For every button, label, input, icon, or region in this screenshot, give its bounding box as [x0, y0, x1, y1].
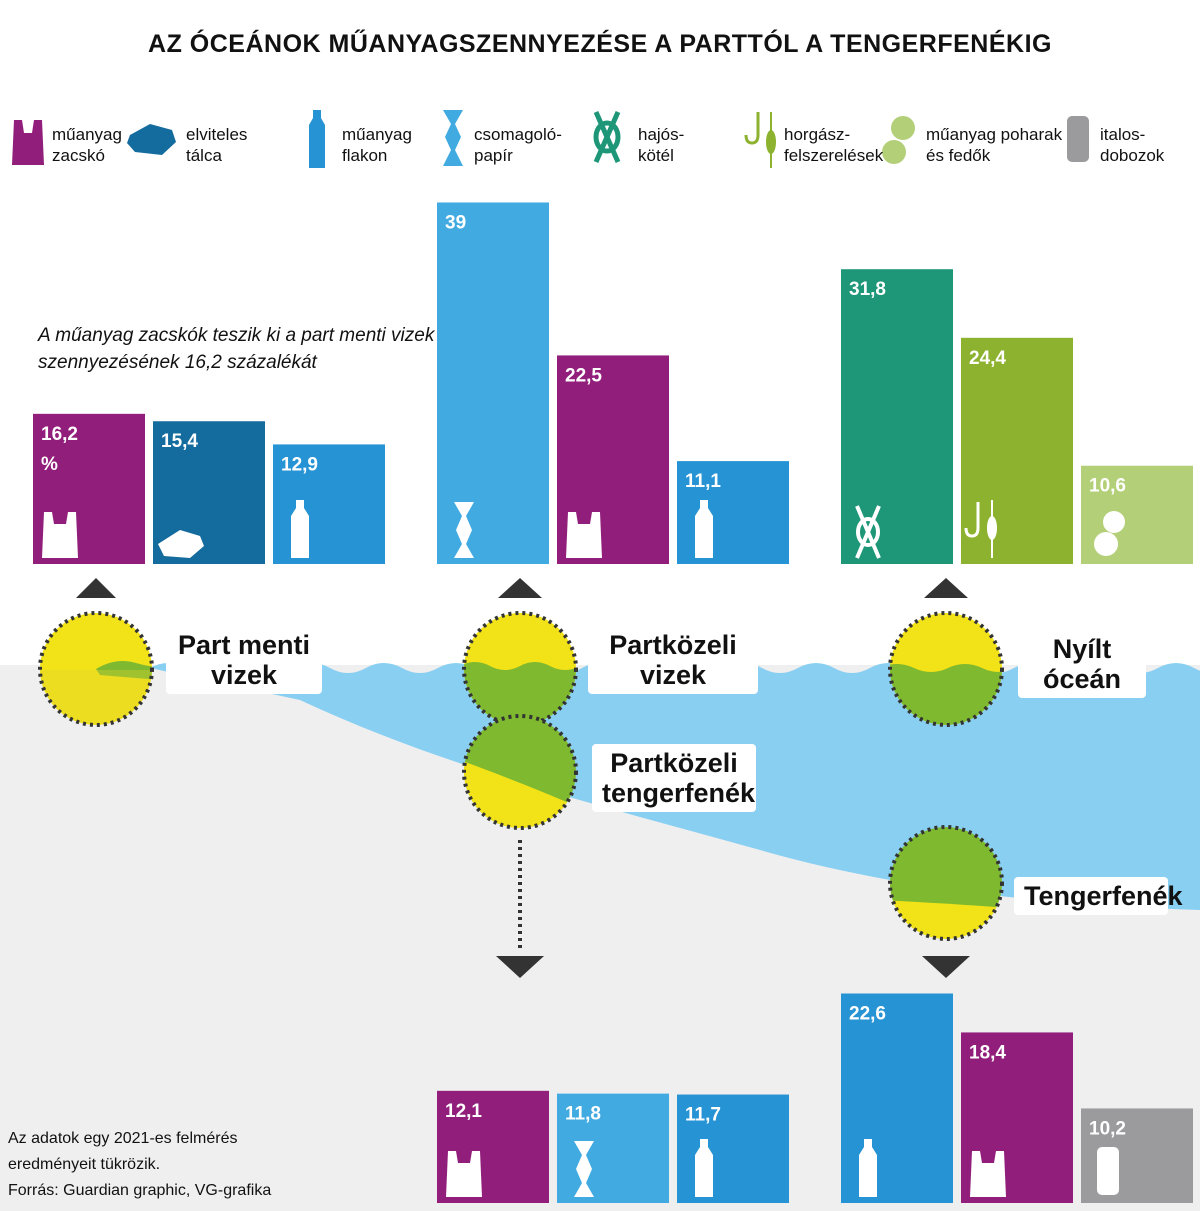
bar-icon-bottle	[695, 500, 713, 558]
bar-4-0	[841, 993, 953, 1203]
arrow-down-1	[496, 956, 544, 978]
zone-label-tengerfenek: Tengerfenék	[1014, 877, 1183, 915]
bar-value-label-3-0: 12,1	[445, 1101, 482, 1122]
bar-icon-bag	[970, 1151, 1006, 1197]
arrow-up-1	[76, 578, 116, 598]
bar-value-label-2-2: 10,6	[1089, 476, 1126, 497]
bar-value-label-0-2: 12,9	[281, 454, 318, 475]
bar-icon-knot	[855, 505, 881, 559]
bar-2-1	[961, 337, 1073, 564]
fishing-hook-icon	[744, 112, 776, 168]
bar-value-label-2-1: 24,4	[969, 348, 1006, 369]
can-icon	[1067, 116, 1089, 162]
bar-value-label-1-2: 11,1	[685, 471, 721, 492]
bar-2-0	[841, 269, 953, 564]
bar-icon-bag	[446, 1151, 482, 1197]
legend-label-doboz: italos-dobozok	[1100, 125, 1165, 165]
bar-icon-cups	[1094, 511, 1125, 556]
legend-label-talca: elviteles tálca	[186, 125, 248, 165]
bar-icon-can	[1097, 1147, 1119, 1195]
bar-icon-bag	[42, 512, 78, 558]
legend-label-horgasz: horgász-felszerelések	[784, 125, 884, 165]
bar-icon-bottle	[859, 1139, 877, 1197]
bar-unit-label: %	[41, 454, 58, 475]
legend-label-pohar: műanyag poharak és fedők	[926, 125, 1063, 165]
arrow-up-3	[924, 578, 968, 598]
zone-label-nyilt: Nyílt óceán	[1018, 630, 1146, 698]
zone-label-partkozeli: Partközeli vizek	[588, 626, 758, 694]
bar-icon-bottle	[291, 500, 309, 558]
bar-value-label-0-0: 16,2	[41, 424, 78, 445]
bar-icon-wrapper	[454, 502, 474, 558]
bar-icon-tray	[158, 530, 204, 558]
legend-label-flakon: műanyag flakon	[342, 125, 412, 165]
bar-value-label-4-0: 22,6	[849, 1003, 886, 1024]
legend-label-zacsko: műanyag zacskó	[52, 125, 122, 165]
lens-partkozeli	[462, 611, 578, 727]
bar-3-1	[557, 1093, 669, 1203]
cups-lids-icon	[882, 116, 915, 164]
bar-1-0	[437, 202, 549, 564]
bar-value-label-4-1: 18,4	[969, 1042, 1006, 1063]
bar-value-label-0-1: 15,4	[161, 431, 198, 452]
footer-note: Az adatok egy 2021-es felmérés eredménye…	[8, 1130, 272, 1199]
legend-label-kotel: hajós-kötél	[638, 125, 685, 165]
annotation-note: A műanyag zacskók teszik ki a part menti…	[38, 325, 435, 373]
wrapper-icon	[443, 110, 463, 166]
legend-icons	[12, 110, 1089, 168]
page-title: AZ ÓCEÁNOK MŰANYAGSZENNYEZÉSE A PARTTÓL …	[148, 30, 1052, 58]
lens-nyilt	[888, 611, 1004, 727]
bar-icon-hook	[964, 500, 997, 558]
takeaway-tray-icon	[127, 124, 176, 155]
bar-value-label-4-2: 10,2	[1089, 1118, 1126, 1139]
bar-value-label-3-2: 11,7	[685, 1105, 721, 1126]
bar-value-label-2-0: 31,8	[849, 279, 886, 300]
bar-icon-wrapper	[574, 1141, 594, 1197]
arrow-up-2	[498, 578, 542, 598]
bar-value-label-1-1: 22,5	[565, 365, 602, 386]
bar-value-label-3-1: 11,8	[565, 1104, 601, 1125]
zone-label-part-menti: Part menti vizek	[166, 626, 322, 694]
bar-icon-bottle	[695, 1139, 713, 1197]
rope-knot-icon	[593, 110, 621, 164]
plastic-bag-icon	[12, 120, 44, 165]
bar-value-label-1-0: 39	[445, 212, 466, 233]
legend-label-csomagolo: csomagoló-papír	[474, 125, 562, 165]
bar-icon-bag	[566, 512, 602, 558]
bottle-icon	[309, 110, 325, 168]
arrow-down-2	[922, 956, 970, 978]
zone-label-partkozeli-fenek: Partközeli tengerfenék	[592, 744, 756, 812]
